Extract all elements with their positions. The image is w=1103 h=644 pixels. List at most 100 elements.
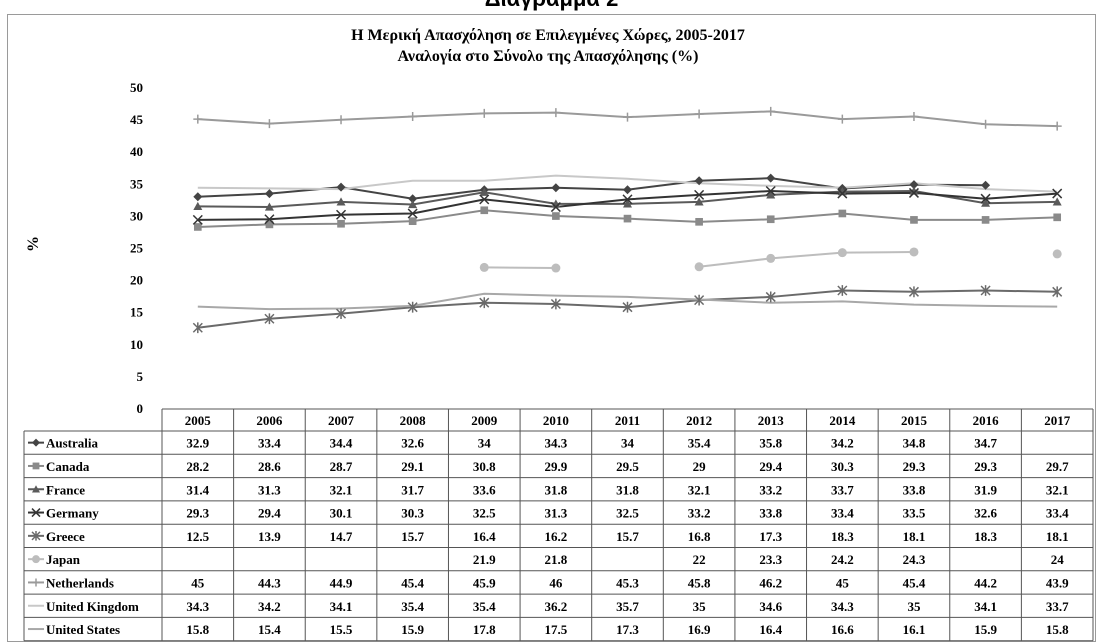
table-cell-value: 18.3 (974, 529, 997, 544)
legend-label-germany: Germany (46, 506, 99, 521)
table-cell-value: 33.4 (1046, 506, 1069, 521)
data-point-germany (479, 194, 490, 205)
data-point-germany (192, 214, 203, 225)
data-point-france (766, 190, 776, 199)
table-cell-value: 34.3 (545, 436, 568, 451)
table-cell-value: 44.3 (258, 575, 281, 590)
legend-label-united-states: United States (46, 622, 120, 637)
table-cell-value: 31.9 (974, 482, 997, 497)
table-cell-value: 18.3 (831, 529, 854, 544)
table-cell-value: 31.4 (186, 482, 209, 497)
table-cell-value: 34.6 (759, 599, 782, 614)
data-point-australia (336, 182, 346, 192)
y-tick-label: 25 (130, 241, 144, 256)
data-point-france (837, 187, 847, 196)
data-point-netherlands (837, 114, 847, 124)
data-point-germany (550, 202, 561, 213)
data-point-japan (1052, 249, 1062, 259)
data-point-netherlands (336, 115, 346, 125)
data-point-australia (909, 180, 919, 190)
table-cell-value: 45.9 (473, 575, 496, 590)
data-point-australia (551, 183, 561, 193)
table-cell-value: 16.2 (545, 529, 568, 544)
data-point-canada (552, 212, 560, 220)
table-cell-value: 46 (549, 575, 563, 590)
table-cell-value: 18.1 (1046, 529, 1069, 544)
data-point-canada (766, 215, 775, 224)
table-header-year: 2005 (185, 413, 212, 428)
table-header-year: 2017 (1044, 413, 1071, 428)
chart-subtitle: Αναλογία στο Σύνολο της Απασχόλησης (%) (398, 48, 699, 65)
table-cell-value: 33.4 (831, 506, 854, 521)
table-cell-value: 21.9 (473, 552, 496, 567)
table-cell-value: 45 (836, 575, 850, 590)
data-point-greece (622, 301, 633, 313)
chart-frame: Η Μερική Απασχόληση σε Επιλεγμένες Χώρες… (7, 14, 1096, 642)
data-point-australia (193, 192, 203, 202)
table-cell-value: 34.1 (974, 599, 997, 614)
table-cell-value: 32.6 (974, 506, 997, 521)
data-point-japan (694, 262, 704, 272)
data-point-netherlands (408, 112, 418, 122)
table-cell-value: 29.7 (1046, 459, 1069, 474)
legend-label-united-kingdom: United Kingdom (46, 599, 139, 614)
table-cell-value: 43.9 (1046, 575, 1069, 590)
data-point-canada (265, 220, 274, 229)
table-cell-value: 32.6 (401, 436, 424, 451)
data-point-netherlands (623, 112, 632, 122)
data-point-greece (980, 285, 991, 296)
data-point-netherlands (981, 119, 991, 129)
legend-label-netherlands: Netherlands (46, 575, 114, 590)
table-cell-value: 21.8 (545, 552, 568, 567)
data-point-greece (694, 294, 705, 306)
legend-key-marker-greece (31, 531, 41, 541)
table-header-year: 2016 (973, 413, 1000, 428)
legend-key-marker-australia (32, 438, 40, 447)
y-axis-label: % (25, 236, 42, 252)
y-tick-label: 35 (130, 176, 144, 191)
data-point-germany (908, 187, 919, 198)
data-point-japan (479, 262, 489, 272)
table-cell-value: 15.7 (616, 529, 639, 544)
table-cell-value: 30.3 (401, 506, 424, 521)
table-cell-value: 34.2 (258, 599, 281, 614)
table-cell-value: 35.8 (759, 436, 782, 451)
data-point-australia (623, 185, 632, 195)
table-cell-value: 28.7 (330, 459, 353, 474)
data-point-greece (479, 297, 490, 309)
table-cell-value: 15.9 (974, 622, 997, 637)
data-point-germany (694, 189, 705, 200)
table-cell-value: 32.9 (186, 436, 209, 451)
data-point-canada (408, 217, 417, 226)
legend-label-japan: Japan (46, 552, 81, 567)
series-line-japan (698, 250, 914, 268)
table-cell-value: 33.7 (831, 482, 854, 497)
data-point-australia (981, 180, 991, 190)
table-cell-value: 33.2 (759, 482, 782, 497)
table-cell-value: 33.7 (1046, 599, 1069, 614)
data-point-netherlands (766, 106, 776, 116)
data-point-netherlands (909, 112, 919, 122)
table-cell-value: 35.4 (401, 599, 424, 614)
table-cell-value: 15.4 (258, 622, 281, 637)
data-point-japan (837, 248, 847, 258)
data-point-france (336, 197, 346, 206)
table-cell-value: 35 (907, 599, 921, 614)
table-cell-value: 29.3 (903, 459, 926, 474)
table-cell-value: 16.4 (759, 622, 782, 637)
data-point-japan (909, 247, 919, 257)
legend-key-marker-germany (31, 508, 41, 518)
y-tick-label: 15 (130, 305, 144, 320)
data-point-france (694, 197, 704, 206)
table-cell-value: 34 (478, 436, 492, 451)
data-point-greece (550, 298, 561, 310)
data-point-greece (765, 291, 776, 303)
table-cell-value: 17.8 (473, 622, 496, 637)
table-cell-value: 14.7 (330, 529, 353, 544)
legend-label-canada: Canada (46, 459, 90, 474)
data-point-canada (981, 216, 990, 224)
y-tick-label: 30 (130, 208, 143, 223)
data-point-canada (1053, 213, 1062, 222)
y-tick-label: 5 (137, 369, 144, 384)
table-cell-value: 15.7 (401, 529, 424, 544)
